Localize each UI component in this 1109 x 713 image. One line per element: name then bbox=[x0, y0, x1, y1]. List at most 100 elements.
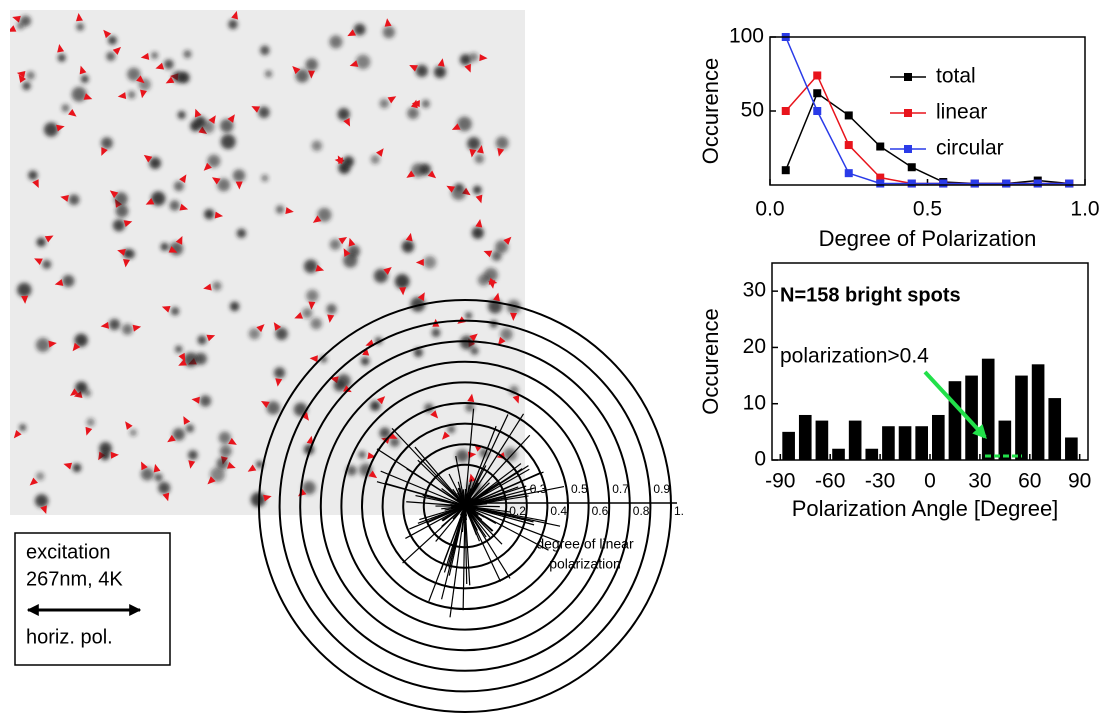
polar-stick bbox=[457, 487, 466, 507]
spot bbox=[228, 19, 238, 30]
spot bbox=[410, 297, 426, 312]
spot bbox=[343, 253, 358, 268]
box-text: excitation bbox=[26, 541, 111, 563]
spot bbox=[423, 255, 437, 269]
polar-grid-circle bbox=[258, 299, 672, 713]
data-point bbox=[876, 179, 885, 188]
spot bbox=[36, 472, 45, 481]
red-arrow bbox=[18, 74, 27, 83]
spot bbox=[329, 239, 341, 250]
red-arrow bbox=[362, 347, 370, 356]
spot bbox=[500, 328, 513, 341]
red-arrow bbox=[16, 70, 26, 78]
red-arrow bbox=[72, 342, 81, 352]
spot bbox=[459, 54, 472, 66]
polar-stick bbox=[448, 505, 466, 513]
bar bbox=[998, 420, 1012, 460]
legend-label: total bbox=[936, 65, 976, 88]
spot bbox=[194, 116, 206, 128]
red-arrow bbox=[312, 215, 322, 223]
bar bbox=[1015, 375, 1028, 460]
red-arrow bbox=[145, 198, 155, 205]
polar-stick bbox=[464, 495, 529, 507]
red-arrow bbox=[383, 267, 392, 275]
polar-tick-label: 0.8 bbox=[633, 504, 650, 518]
red-arrow bbox=[208, 115, 216, 124]
polar-stick bbox=[449, 505, 466, 618]
polar-stick bbox=[441, 505, 466, 527]
red-arrow bbox=[83, 93, 93, 100]
polar-stick bbox=[464, 505, 481, 531]
data-point bbox=[970, 179, 979, 188]
red-arrow bbox=[161, 305, 171, 313]
red-arrow bbox=[292, 66, 301, 75]
legend-marker bbox=[904, 145, 912, 153]
y-tick-label: 0 bbox=[754, 448, 766, 471]
spot bbox=[503, 447, 517, 462]
polar-plot: 0.2 0.30.4 0.5 0.60.7 0.80.9 1. degree of line… bbox=[258, 299, 684, 713]
spot bbox=[127, 90, 136, 99]
red-arrow bbox=[315, 264, 325, 272]
red-arrow bbox=[207, 476, 216, 485]
spot bbox=[373, 268, 388, 283]
red-arrow bbox=[409, 65, 418, 72]
spot bbox=[101, 137, 113, 149]
red-arrow bbox=[178, 359, 187, 366]
spot bbox=[370, 400, 381, 412]
spot bbox=[36, 237, 46, 247]
red-arrow bbox=[70, 388, 79, 396]
red-arrow bbox=[112, 46, 122, 55]
red-arrow bbox=[343, 385, 352, 393]
spot bbox=[474, 154, 485, 164]
spot bbox=[310, 317, 322, 330]
red-arrow bbox=[488, 277, 498, 285]
spot bbox=[114, 192, 128, 206]
annotation-arrow bbox=[923, 370, 987, 440]
red-arrow bbox=[479, 54, 488, 62]
spot bbox=[127, 67, 141, 81]
red-arrow bbox=[211, 177, 221, 185]
red-arrow bbox=[388, 432, 398, 439]
data-point bbox=[844, 169, 853, 178]
red-arrow bbox=[132, 324, 142, 332]
spot bbox=[16, 22, 25, 30]
microscope-image bbox=[10, 10, 525, 515]
spot bbox=[126, 249, 136, 259]
polar-stick bbox=[464, 482, 479, 507]
bar bbox=[981, 358, 995, 460]
spot bbox=[457, 116, 472, 132]
red-arrow bbox=[162, 492, 170, 502]
x-tick-label: -90 bbox=[765, 470, 795, 493]
polar-tick-label: 1. bbox=[674, 504, 684, 518]
spot bbox=[212, 281, 222, 291]
spot bbox=[413, 347, 423, 358]
spot bbox=[471, 226, 484, 239]
spot bbox=[217, 178, 231, 192]
spot bbox=[232, 169, 246, 182]
red-arrow bbox=[406, 170, 416, 178]
spot bbox=[174, 345, 183, 354]
red-arrow bbox=[467, 393, 475, 403]
red-arrow bbox=[183, 416, 191, 425]
red-arrow bbox=[411, 100, 420, 108]
bar bbox=[1065, 437, 1078, 460]
red-arrow bbox=[384, 18, 392, 27]
x-tick-label: 1.0 bbox=[1070, 198, 1099, 221]
spot bbox=[273, 367, 286, 379]
spot bbox=[248, 328, 261, 340]
spot bbox=[115, 204, 129, 218]
polar-stick bbox=[464, 505, 468, 585]
polar-stick bbox=[380, 470, 466, 507]
red-arrow bbox=[10, 25, 17, 32]
data-point bbox=[844, 141, 853, 150]
red-arrow bbox=[54, 279, 64, 286]
spot bbox=[401, 240, 415, 253]
spot bbox=[121, 323, 133, 335]
box-text: 267nm, 4K bbox=[26, 568, 123, 590]
spot bbox=[229, 301, 240, 312]
spot bbox=[112, 219, 125, 232]
polar-stick bbox=[464, 505, 560, 543]
spot bbox=[407, 107, 419, 120]
polar-grid-circle bbox=[402, 443, 528, 569]
spot bbox=[210, 467, 225, 483]
